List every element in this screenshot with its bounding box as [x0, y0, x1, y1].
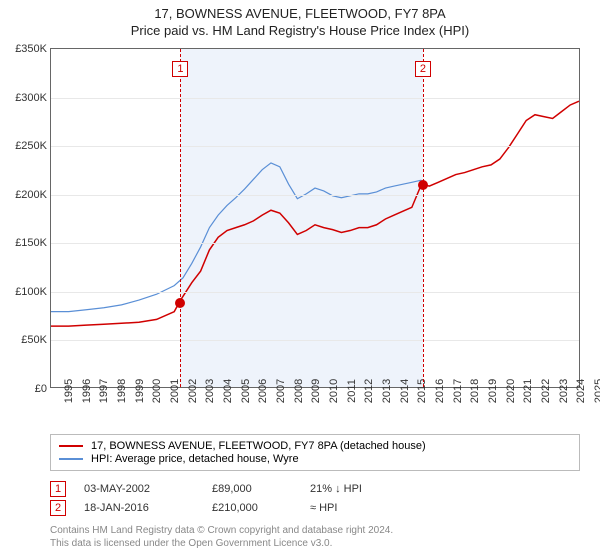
marker-table-row: 2 18-JAN-2016 £210,000 ≈ HPI — [50, 500, 580, 516]
marker-price: £210,000 — [212, 502, 292, 514]
legend-swatch — [59, 445, 83, 447]
legend: 17, BOWNESS AVENUE, FLEETWOOD, FY7 8PA (… — [50, 434, 580, 471]
y-tick-label: £200K — [15, 189, 47, 201]
marker-number-box: 1 — [50, 481, 66, 497]
y-tick-label: £150K — [15, 237, 47, 249]
marker-price: £89,000 — [212, 483, 292, 495]
gridline — [51, 98, 579, 99]
x-tick-label: 2025 — [581, 379, 600, 403]
marker-dot — [175, 298, 185, 308]
gridline — [51, 146, 579, 147]
legend-item: HPI: Average price, detached house, Wyre — [59, 453, 571, 465]
title-sub: Price paid vs. HM Land Registry's House … — [0, 23, 600, 38]
marker-date: 03-MAY-2002 — [84, 483, 194, 495]
series-line — [51, 163, 421, 312]
y-tick-label: £250K — [15, 140, 47, 152]
gridline — [51, 340, 579, 341]
marker-table-row: 1 03-MAY-2002 £89,000 21% ↓ HPI — [50, 481, 580, 497]
marker-pct: ≈ HPI — [310, 502, 410, 514]
y-tick-label: £100K — [15, 286, 47, 298]
marker-pct: 21% ↓ HPI — [310, 483, 410, 495]
footer-line1: Contains HM Land Registry data © Crown c… — [50, 524, 580, 537]
marker-dot — [418, 180, 428, 190]
marker-vline — [180, 49, 181, 387]
marker-date: 18-JAN-2016 — [84, 502, 194, 514]
marker-number-box: 2 — [50, 500, 66, 516]
marker-number-box: 2 — [415, 61, 431, 77]
marker-table: 1 03-MAY-2002 £89,000 21% ↓ HPI 2 18-JAN-2016… — [50, 478, 580, 519]
footer-line2: This data is licensed under the Open Gov… — [50, 537, 580, 550]
y-tick-label: £0 — [35, 383, 47, 395]
marker-number-box: 1 — [172, 61, 188, 77]
series-svg — [51, 49, 579, 387]
legend-label: 17, BOWNESS AVENUE, FLEETWOOD, FY7 8PA (… — [91, 440, 426, 452]
gridline — [51, 292, 579, 293]
legend-item: 17, BOWNESS AVENUE, FLEETWOOD, FY7 8PA (… — [59, 440, 571, 452]
chart-container: 17, BOWNESS AVENUE, FLEETWOOD, FY7 8PA P… — [0, 0, 600, 560]
footer: Contains HM Land Registry data © Crown c… — [50, 524, 580, 550]
legend-label: HPI: Average price, detached house, Wyre — [91, 453, 299, 465]
legend-swatch — [59, 458, 83, 460]
title-main: 17, BOWNESS AVENUE, FLEETWOOD, FY7 8PA — [0, 6, 600, 21]
y-tick-label: £350K — [15, 43, 47, 55]
y-tick-label: £50K — [21, 334, 47, 346]
gridline — [51, 195, 579, 196]
gridline — [51, 243, 579, 244]
chart-plot-area: £0£50K£100K£150K£200K£250K£300K£350K1995… — [50, 48, 580, 388]
titles: 17, BOWNESS AVENUE, FLEETWOOD, FY7 8PA P… — [0, 0, 600, 38]
y-tick-label: £300K — [15, 92, 47, 104]
marker-vline — [423, 49, 424, 387]
